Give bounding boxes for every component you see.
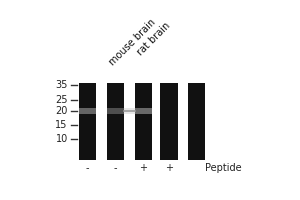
Text: 35: 35 [55, 80, 68, 90]
Text: rat brain: rat brain [135, 21, 172, 58]
Text: mouse brain: mouse brain [107, 17, 158, 67]
Bar [135, 83, 152, 160]
Text: +: + [165, 163, 173, 173]
Text: 20: 20 [55, 106, 68, 116]
Bar [107, 83, 124, 160]
Text: 15: 15 [55, 120, 68, 130]
Bar [79, 83, 96, 160]
Text: 25: 25 [55, 95, 68, 105]
Bar [135, 108, 152, 114]
Bar [188, 83, 206, 160]
Text: 10: 10 [56, 134, 68, 144]
Text: +: + [139, 163, 147, 173]
Bar [107, 108, 124, 114]
Text: -: - [114, 163, 117, 173]
Bar [160, 83, 178, 160]
Bar [124, 108, 135, 114]
Bar [79, 108, 96, 114]
Text: -: - [86, 163, 89, 173]
Text: Peptide: Peptide [205, 163, 242, 173]
